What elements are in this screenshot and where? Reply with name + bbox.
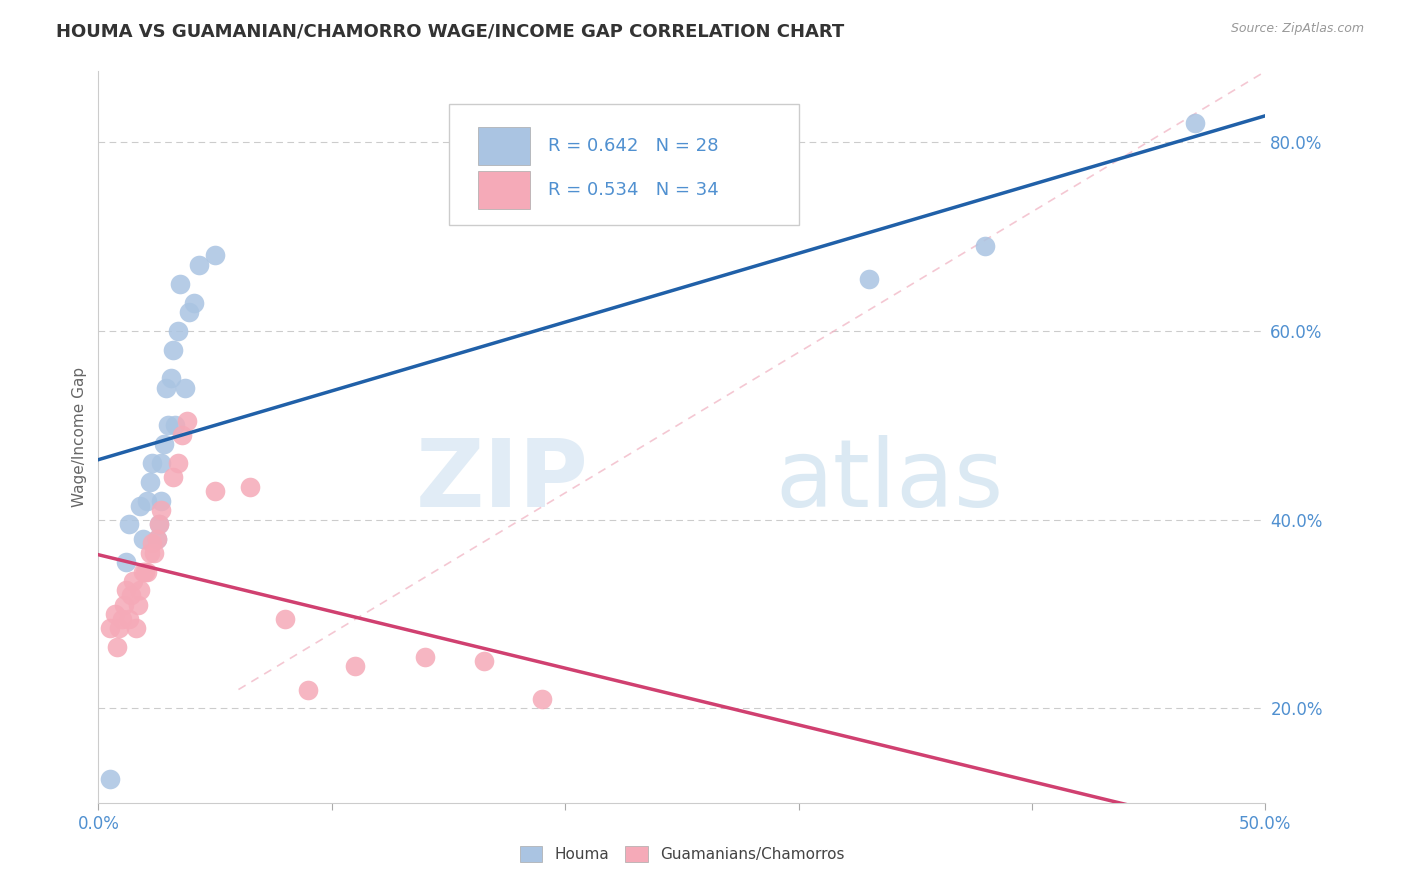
Point bbox=[204, 248, 226, 262]
Point bbox=[105, 640, 128, 654]
Point bbox=[166, 456, 188, 470]
Point bbox=[98, 772, 121, 787]
Point bbox=[157, 418, 180, 433]
Point bbox=[118, 612, 141, 626]
Point bbox=[108, 621, 131, 635]
Point bbox=[239, 480, 262, 494]
Point bbox=[132, 532, 155, 546]
Text: atlas: atlas bbox=[775, 435, 1004, 527]
Point bbox=[127, 598, 149, 612]
Legend: Houma, Guamanians/Chamorros: Houma, Guamanians/Chamorros bbox=[513, 840, 851, 868]
Point bbox=[169, 277, 191, 291]
Point bbox=[148, 517, 170, 532]
Bar bbox=[478, 171, 530, 209]
Point bbox=[129, 499, 152, 513]
Point bbox=[141, 536, 163, 550]
Point bbox=[176, 413, 198, 427]
Point bbox=[344, 659, 367, 673]
Point bbox=[146, 532, 169, 546]
Point bbox=[1184, 116, 1206, 130]
Point bbox=[139, 475, 162, 489]
Point bbox=[472, 654, 495, 668]
Point bbox=[98, 621, 121, 635]
Point bbox=[132, 565, 155, 579]
Point bbox=[413, 649, 436, 664]
Text: HOUMA VS GUAMANIAN/CHAMORRO WAGE/INCOME GAP CORRELATION CHART: HOUMA VS GUAMANIAN/CHAMORRO WAGE/INCOME … bbox=[56, 22, 845, 40]
Point bbox=[173, 380, 195, 394]
Point bbox=[150, 456, 173, 470]
Point bbox=[136, 493, 159, 508]
Text: ZIP: ZIP bbox=[416, 435, 589, 527]
Point bbox=[974, 239, 997, 253]
Point bbox=[162, 343, 184, 357]
Point bbox=[148, 517, 170, 532]
Point bbox=[152, 437, 174, 451]
Point bbox=[120, 588, 142, 602]
Point bbox=[187, 258, 209, 272]
Point bbox=[162, 470, 184, 484]
Point bbox=[274, 612, 297, 626]
Point bbox=[150, 503, 173, 517]
Point bbox=[858, 272, 880, 286]
Point bbox=[136, 565, 159, 579]
Point bbox=[530, 692, 553, 706]
Point bbox=[146, 532, 169, 546]
Point bbox=[141, 456, 163, 470]
Text: R = 0.534   N = 34: R = 0.534 N = 34 bbox=[548, 181, 718, 199]
Point bbox=[104, 607, 127, 621]
Bar bbox=[478, 127, 530, 165]
Point bbox=[134, 565, 156, 579]
Point bbox=[179, 305, 201, 319]
Point bbox=[159, 371, 181, 385]
Point bbox=[143, 546, 166, 560]
Point bbox=[112, 598, 135, 612]
Point bbox=[122, 574, 145, 588]
Point bbox=[297, 682, 319, 697]
Point bbox=[139, 546, 162, 560]
Text: R = 0.642   N = 28: R = 0.642 N = 28 bbox=[548, 137, 718, 155]
Point bbox=[115, 555, 138, 569]
Point bbox=[115, 583, 138, 598]
Point bbox=[125, 621, 148, 635]
Point bbox=[150, 493, 173, 508]
Point bbox=[111, 612, 134, 626]
Point bbox=[204, 484, 226, 499]
Point bbox=[172, 427, 194, 442]
Y-axis label: Wage/Income Gap: Wage/Income Gap bbox=[72, 367, 87, 508]
Point bbox=[183, 295, 205, 310]
Point bbox=[155, 380, 177, 394]
Point bbox=[166, 324, 188, 338]
Point bbox=[165, 418, 187, 433]
FancyBboxPatch shape bbox=[449, 104, 799, 225]
Text: Source: ZipAtlas.com: Source: ZipAtlas.com bbox=[1230, 22, 1364, 36]
Point bbox=[129, 583, 152, 598]
Point bbox=[118, 517, 141, 532]
